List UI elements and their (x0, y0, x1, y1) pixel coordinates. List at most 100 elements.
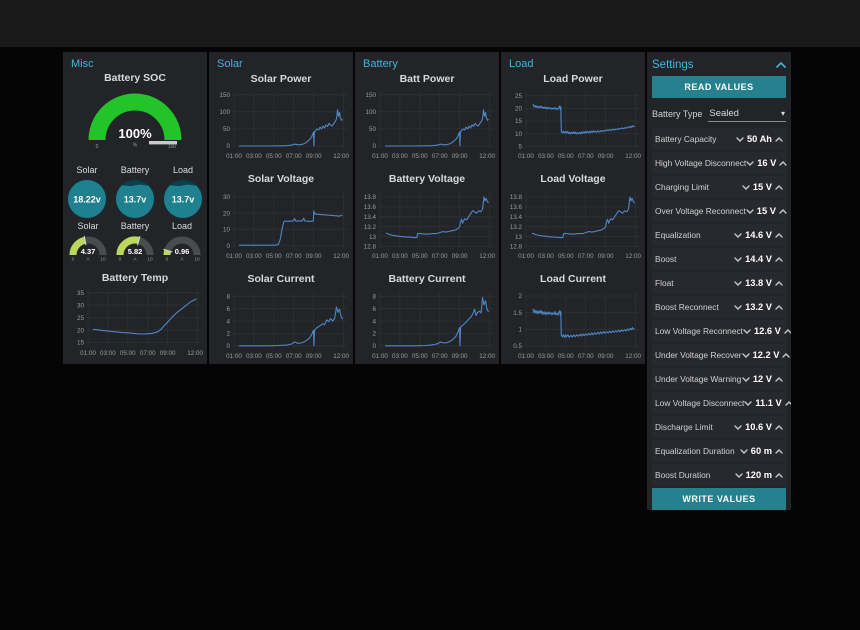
x-tick-label: 12:00 (333, 253, 349, 260)
decrement-chevron-icon[interactable] (742, 376, 750, 382)
read-values-button[interactable]: READ VALUES (652, 76, 786, 98)
battery-type-select[interactable]: Sealed ▾ (708, 106, 786, 122)
decrement-chevron-icon[interactable] (734, 280, 742, 286)
increment-chevron-icon[interactable] (775, 424, 783, 430)
y-tick-label: 8 (372, 294, 376, 301)
gauge-max-label: 10 (147, 257, 153, 262)
decrement-chevron-icon[interactable] (741, 352, 750, 358)
increment-chevron-icon[interactable] (775, 376, 783, 382)
increment-chevron-icon[interactable] (779, 208, 787, 214)
write-values-button[interactable]: WRITE VALUES (652, 488, 786, 510)
y-tick-label: 13 (369, 234, 377, 241)
setting-label: Under Voltage Warning (655, 374, 742, 384)
chart-title[interactable]: Battery Current (388, 273, 466, 285)
increment-chevron-icon[interactable] (775, 184, 783, 190)
increment-chevron-icon[interactable] (775, 256, 783, 262)
chart-plot[interactable]: 0.5 1 1.5 2 01:00 03:00 05:00 07:00 09:00 12:00 (504, 288, 642, 364)
setting-row: High Voltage Disconnect 16 V (652, 152, 788, 174)
gauge-max-label: 10 (100, 257, 106, 262)
gauge-value: 13.7v (172, 195, 195, 205)
decrement-chevron-icon[interactable] (736, 136, 744, 142)
gauge-value-arc (116, 236, 140, 256)
decrement-chevron-icon[interactable] (734, 304, 742, 310)
y-tick-label: 1.5 (513, 310, 522, 317)
chart-plot[interactable]: 0 10 20 30 01:00 03:00 05:00 07:00 09:00 12:00 (212, 188, 350, 264)
gauge-label: Solar (76, 165, 98, 175)
x-tick-label: 01:00 (226, 253, 242, 260)
chart-plot[interactable]: 0 50 100 150 01:00 03:00 05:00 07:00 09:00 12:00 (212, 88, 350, 164)
increment-chevron-icon[interactable] (775, 280, 783, 286)
soc-unit: % (133, 143, 138, 149)
y-tick-label: 30 (77, 302, 85, 309)
chart-title[interactable]: Batt Power (399, 73, 455, 85)
decrement-chevron-icon[interactable] (744, 400, 753, 406)
soc-gauge-title[interactable]: Battery SOC (104, 72, 166, 84)
chart-title[interactable]: Load Power (543, 73, 603, 85)
decrement-chevron-icon[interactable] (742, 184, 750, 190)
decrement-chevron-icon[interactable] (734, 256, 742, 262)
x-tick-label: 03:00 (392, 253, 408, 260)
increment-chevron-icon[interactable] (775, 232, 783, 238)
chart-title[interactable]: Load Voltage (540, 173, 606, 185)
chart-plot[interactable]: 0 2 4 6 8 01:00 03:00 05:00 07:00 09:00 12:00 (358, 288, 496, 364)
panel-misc-title[interactable]: Misc (71, 58, 94, 70)
chart-plot[interactable]: 12.8 13 13.2 13.4 13.6 13.8 01:00 03:00 05:00 07:… (358, 188, 496, 264)
y-tick-label: 13.8 (510, 194, 523, 201)
panel-solar-title[interactable]: Solar (217, 58, 243, 70)
increment-chevron-icon[interactable] (784, 328, 791, 334)
increment-chevron-icon[interactable] (785, 400, 791, 406)
chart-title[interactable]: Solar Voltage (247, 173, 315, 185)
decrement-chevron-icon[interactable] (746, 160, 754, 166)
chart-plot[interactable]: 5 10 15 20 25 01:00 03:00 05:00 07:00 09:00 12:00 (504, 88, 642, 164)
chart-title[interactable]: Solar Power (250, 73, 312, 85)
decrement-chevron-icon[interactable] (740, 448, 748, 454)
chart-battery-current: Battery Current 0 2 4 6 8 01:00 03:00 05:00 07:00… (355, 273, 499, 370)
decrement-chevron-icon[interactable] (734, 472, 743, 478)
chart-plot[interactable]: 12.8 13 13.2 13.4 13.6 13.8 01:00 03:00 05:00 07:… (504, 188, 642, 264)
x-tick-label: 03:00 (246, 153, 262, 160)
y-tick-label: 0 (226, 143, 230, 150)
chart-plot[interactable]: 0 50 100 150 01:00 03:00 05:00 07:00 09:00 12:00 (358, 88, 496, 164)
x-tick-label: 03:00 (538, 153, 554, 160)
increment-chevron-icon[interactable] (775, 472, 783, 478)
chart-title[interactable]: Solar Current (247, 273, 315, 285)
x-tick-label: 07:00 (578, 353, 594, 360)
x-tick-label: 09:00 (306, 253, 322, 260)
increment-chevron-icon[interactable] (775, 136, 783, 142)
chart-title-battery-temp[interactable]: Battery Temp (101, 272, 169, 284)
x-tick-label: 12:00 (479, 153, 495, 160)
decrement-chevron-icon[interactable] (746, 208, 754, 214)
increment-chevron-icon[interactable] (775, 448, 783, 454)
chart-title[interactable]: Battery Voltage (388, 173, 466, 185)
y-tick-label: 0 (226, 243, 230, 250)
y-tick-label: 13.8 (364, 194, 377, 201)
setting-row: Discharge Limit 10.6 V (652, 416, 786, 438)
y-tick-label: 13 (515, 234, 523, 241)
decrement-chevron-icon[interactable] (734, 424, 742, 430)
chart-plot[interactable]: 15 20 25 30 35 01:00 03:00 05:00 07:00 09:00 12:00 (66, 285, 204, 361)
increment-chevron-icon[interactable] (782, 352, 791, 358)
x-tick-label: 12:00 (187, 350, 203, 357)
chart-plot[interactable]: 0 2 4 6 8 01:00 03:00 05:00 07:00 09:00 12:00 (212, 288, 350, 364)
setting-value: 120 m (745, 470, 772, 480)
collapse-panel-icon[interactable] (776, 62, 786, 68)
soc-arc (88, 93, 182, 141)
x-tick-label: 01:00 (372, 153, 388, 160)
gauge-value: 13.7v (124, 195, 147, 205)
arc-gauge-solar: Solar 4.37 A 0 10 (66, 220, 110, 261)
setting-value: 13.8 V (745, 278, 772, 288)
decrement-chevron-icon[interactable] (734, 232, 742, 238)
increment-chevron-icon[interactable] (779, 160, 788, 166)
gauge-value: 18.22v (73, 195, 101, 205)
x-tick-label: 05:00 (266, 253, 282, 260)
gauge-value: 5.82 (128, 247, 143, 256)
panel-battery-title[interactable]: Battery (363, 58, 398, 70)
x-tick-label: 12:00 (625, 153, 641, 160)
chart-title[interactable]: Load Current (540, 273, 606, 285)
panel-load-title[interactable]: Load (509, 58, 534, 70)
liquid-gauge-solar: Solar 18.22v (66, 164, 108, 219)
increment-chevron-icon[interactable] (775, 304, 783, 310)
decrement-chevron-icon[interactable] (743, 328, 751, 334)
setting-row: Boost 14.4 V (652, 248, 786, 270)
gauge-label: Battery (120, 221, 150, 231)
